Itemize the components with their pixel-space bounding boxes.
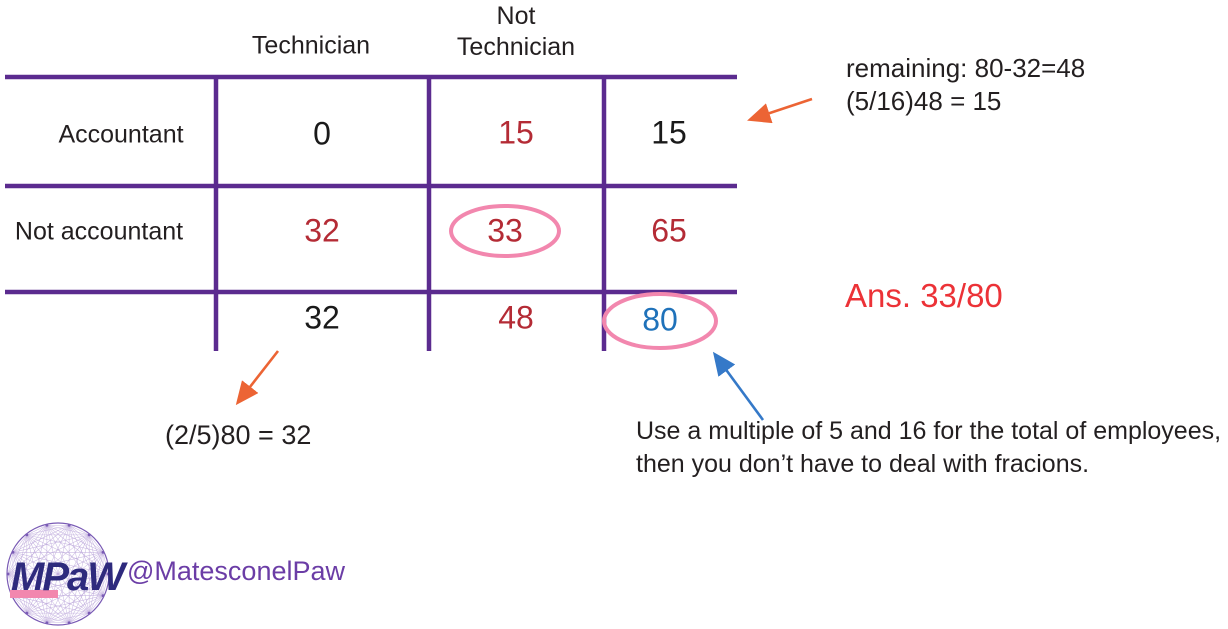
cell-accountant-total: 15 <box>651 114 687 151</box>
logo-text: MPaW <box>11 555 128 599</box>
cell-accountant-technician: 0 <box>313 115 331 152</box>
logo-pink-underline <box>10 590 58 598</box>
annotation-fraction-step: (5/16)48 = 15 <box>846 86 1002 116</box>
answer-text: Ans. 33/80 <box>845 277 1003 314</box>
arrow-remaining-to-cell15 <box>747 97 813 124</box>
cell-total-not-technician: 48 <box>498 299 534 336</box>
tip-text-line1: Use a multiple of 5 and 16 for the total… <box>636 417 1222 445</box>
arrow-tip-to-total80 <box>712 351 765 421</box>
table-grid <box>5 74 737 351</box>
row-label-not-accountant: Not accountant <box>14 217 184 246</box>
logo-network-mesh-icon <box>6 523 110 625</box>
tip-text-line2: then you don’t have to deal with fracion… <box>636 450 1090 478</box>
social-handle: @MatesconelPaw <box>127 556 346 586</box>
arrow-total32-to-calc <box>235 350 280 406</box>
cell-grand-total-circled: 80 <box>642 301 678 338</box>
column-header-technician: Technician <box>251 31 371 60</box>
row-label-accountant: Accountant <box>58 120 184 149</box>
cell-notaccountant-not-technician-circled: 33 <box>487 212 523 249</box>
cell-notaccountant-technician: 32 <box>304 212 340 249</box>
cell-notaccountant-total: 65 <box>651 212 687 249</box>
annotation-remaining-step: remaining: 80-32=48 <box>846 53 1086 83</box>
mpaw-logo: MPaW <box>6 522 130 626</box>
cell-accountant-not-technician: 15 <box>498 114 534 151</box>
column-header-not-technician: Not Technician <box>456 2 576 61</box>
logo-circle <box>6 522 110 626</box>
cell-total-technician: 32 <box>304 299 340 336</box>
annotation-column-calc: (2/5)80 = 32 <box>165 420 312 450</box>
